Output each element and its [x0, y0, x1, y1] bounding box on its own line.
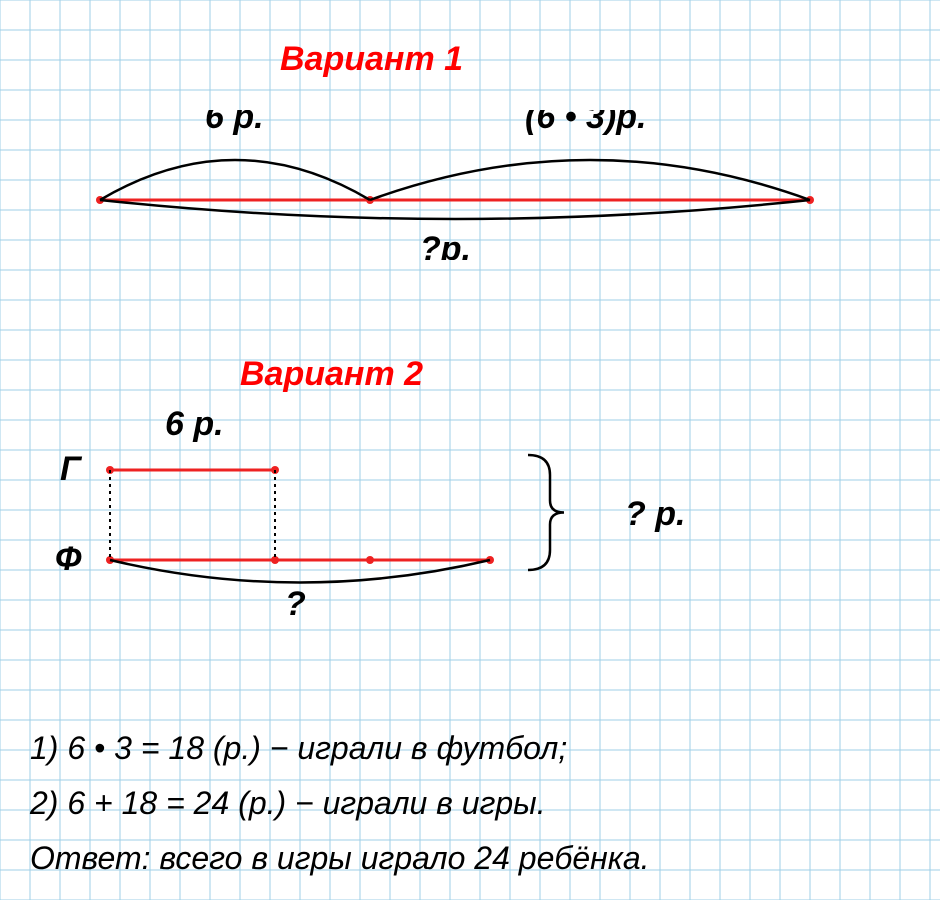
svg-text:(6 • 3)р.: (6 • 3)р.: [525, 110, 646, 136]
diagram-2: Г Ф 6 р.? ? р.: [50, 400, 750, 650]
solution-step-2: 2) 6 + 18 = 24 (р.) − играли в игры.: [30, 785, 546, 822]
answer-line: Ответ: всего в игры играло 24 ребёнка.: [30, 840, 650, 877]
diagram-1: 6 р. (6 • 3)р. ?р.: [90, 110, 820, 260]
heading-variant-1: Вариант 1: [280, 40, 463, 79]
svg-text:6 р.: 6 р.: [205, 110, 264, 136]
svg-text:?: ?: [285, 585, 306, 623]
svg-text:6 р.: 6 р.: [165, 405, 224, 443]
solution-step-1: 1) 6 • 3 = 18 (р.) − играли в футбол;: [30, 730, 567, 767]
svg-text:Ф: Ф: [55, 540, 82, 578]
heading-variant-2: Вариант 2: [240, 355, 423, 394]
content-area: Вариант 1 6 р. (6 • 3)р. ?р. Вариант 2 Г Ф 6…: [0, 0, 940, 900]
svg-text:?р.: ?р.: [420, 230, 471, 260]
svg-text:? р.: ? р.: [625, 495, 685, 533]
svg-text:Г: Г: [60, 450, 83, 488]
